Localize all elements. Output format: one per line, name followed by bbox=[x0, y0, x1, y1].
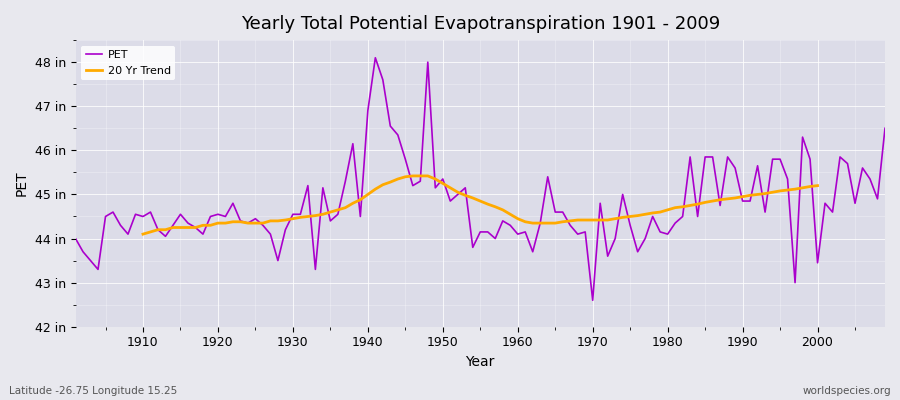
PET bbox=[370, 55, 381, 60]
PET bbox=[130, 212, 141, 217]
Line: PET: PET bbox=[76, 58, 885, 300]
Line: 20 Yr Trend: 20 Yr Trend bbox=[143, 176, 817, 234]
Title: Yearly Total Potential Evapotranspiration 1901 - 2009: Yearly Total Potential Evapotranspiratio… bbox=[240, 15, 720, 33]
PET bbox=[512, 232, 523, 236]
20 Yr Trend bbox=[797, 186, 808, 190]
PET bbox=[879, 126, 890, 131]
20 Yr Trend bbox=[715, 197, 725, 202]
Legend: PET, 20 Yr Trend: PET, 20 Yr Trend bbox=[81, 46, 176, 80]
X-axis label: Year: Year bbox=[465, 355, 495, 369]
PET bbox=[295, 212, 306, 217]
20 Yr Trend bbox=[805, 184, 815, 189]
PET bbox=[588, 298, 598, 303]
PET bbox=[340, 179, 351, 184]
20 Yr Trend bbox=[138, 232, 148, 236]
20 Yr Trend bbox=[310, 213, 320, 218]
Text: worldspecies.org: worldspecies.org bbox=[803, 386, 891, 396]
20 Yr Trend bbox=[408, 174, 418, 178]
20 Yr Trend bbox=[812, 183, 823, 188]
PET bbox=[520, 230, 531, 234]
PET bbox=[70, 236, 81, 241]
Text: Latitude -26.75 Longitude 15.25: Latitude -26.75 Longitude 15.25 bbox=[9, 386, 177, 396]
PET bbox=[617, 192, 628, 197]
20 Yr Trend bbox=[220, 221, 230, 226]
20 Yr Trend bbox=[295, 215, 306, 220]
Y-axis label: PET: PET bbox=[15, 171, 29, 196]
